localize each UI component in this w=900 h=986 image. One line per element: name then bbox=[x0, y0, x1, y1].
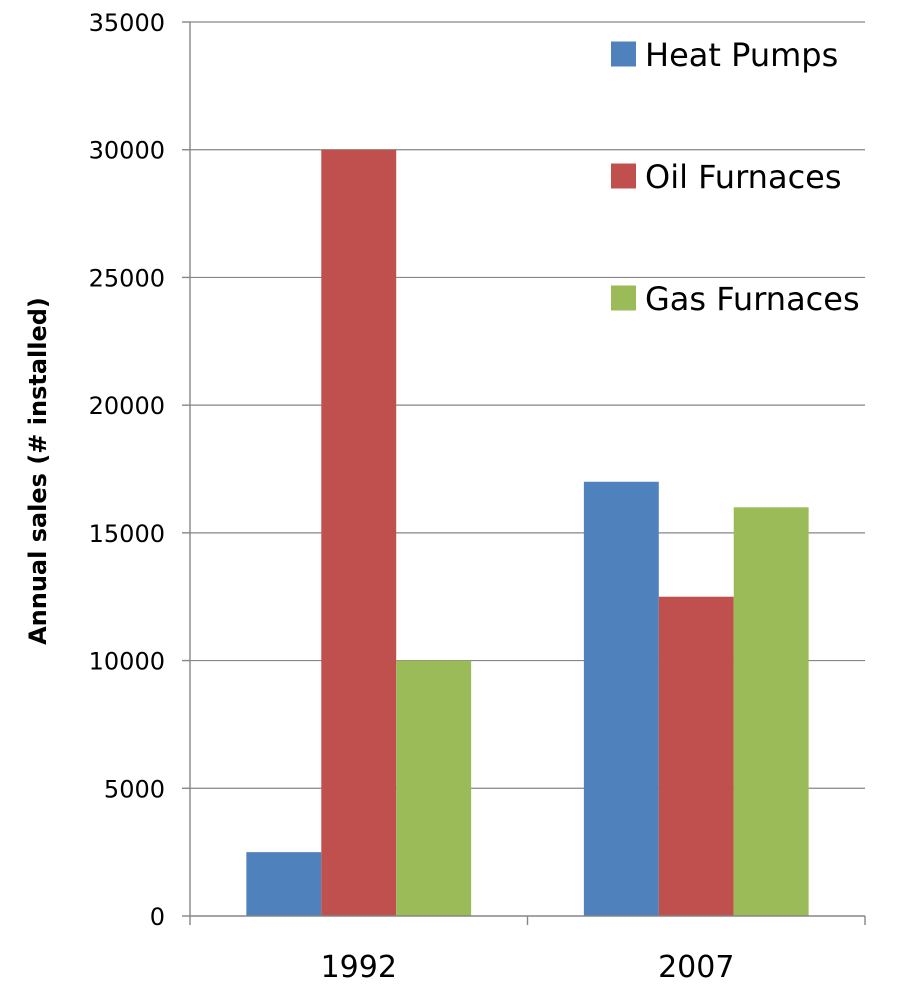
y-tick-label: 5000 bbox=[104, 775, 165, 803]
gridlines bbox=[190, 21, 865, 789]
bar-heat-pumps-1992 bbox=[246, 852, 322, 916]
y-tick-label: 15000 bbox=[89, 520, 165, 548]
x-tick-label: 1992 bbox=[321, 950, 397, 985]
legend-swatch bbox=[611, 163, 636, 189]
x-tick-label: 2007 bbox=[658, 950, 734, 985]
y-tick-label: 30000 bbox=[89, 137, 165, 165]
legend-item: Heat Pumps bbox=[611, 36, 838, 74]
bar-oil-furnaces-2007 bbox=[658, 596, 734, 916]
legend-label: Heat Pumps bbox=[645, 36, 838, 74]
bar-gas-furnaces-2007 bbox=[733, 507, 809, 916]
y-tick-label: 0 bbox=[150, 903, 165, 931]
y-tick-label: 35000 bbox=[89, 9, 165, 37]
bar-oil-furnaces-1992 bbox=[321, 149, 397, 916]
x-tick-labels: 1992 2007 bbox=[321, 950, 735, 985]
legend-swatch bbox=[611, 285, 636, 311]
bars bbox=[246, 149, 809, 916]
bar-heat-pumps-2007 bbox=[583, 481, 659, 916]
y-tick-label: 25000 bbox=[89, 264, 165, 292]
bar-gas-furnaces-1992 bbox=[396, 660, 472, 916]
y-axis-label: Annual sales (# installed) bbox=[24, 297, 52, 645]
y-tick-label: 20000 bbox=[89, 392, 165, 420]
axes bbox=[182, 21, 866, 925]
legend-label: Oil Furnaces bbox=[645, 158, 842, 196]
y-tick-labels: 0 5000 10000 15000 20000 25000 30000 35000 bbox=[89, 9, 165, 931]
legend-swatch bbox=[611, 41, 636, 67]
y-tick-label: 10000 bbox=[89, 648, 165, 676]
legend: Heat Pumps Oil Furnaces Gas Furnaces bbox=[611, 36, 860, 318]
legend-item: Oil Furnaces bbox=[611, 158, 842, 196]
legend-label: Gas Furnaces bbox=[645, 280, 860, 318]
legend-item: Gas Furnaces bbox=[611, 280, 860, 318]
